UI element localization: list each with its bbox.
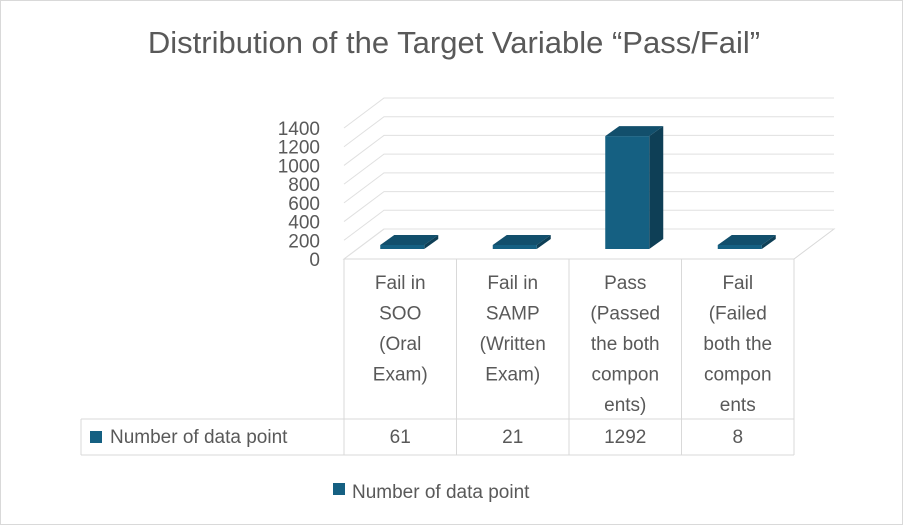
bar: [380, 235, 439, 249]
category-label: SOO: [379, 304, 421, 325]
gridline: [343, 209, 834, 241]
table-value: 21: [502, 427, 523, 448]
y-tick-label: 800: [288, 175, 320, 196]
category-label: (Written: [480, 334, 546, 355]
category-label: Fail in: [375, 273, 426, 294]
bars: [380, 126, 776, 249]
legend: Number of data point: [333, 482, 530, 503]
category-label: SAMP: [486, 304, 540, 325]
bar-front: [492, 245, 537, 249]
bar-side: [649, 126, 664, 249]
category-label: (Passed: [590, 304, 660, 325]
bar-top: [605, 126, 664, 137]
category-label: ents: [720, 395, 756, 416]
category-label: Fail: [722, 273, 753, 294]
table-value: 1292: [604, 427, 646, 448]
gridlines: [343, 97, 834, 260]
y-tick-label: 400: [288, 213, 320, 234]
category-label: Pass: [604, 273, 646, 294]
bar-side: [536, 235, 551, 249]
y-tick-label: 1000: [278, 156, 320, 177]
gridline: [343, 134, 834, 166]
category-label: (Oral: [379, 334, 421, 355]
gridline: [343, 116, 834, 148]
bar: [605, 126, 664, 249]
gridline: [343, 172, 834, 204]
chart-title: Distribution of the Target Variable “Pas…: [148, 25, 760, 60]
bar-front: [717, 245, 762, 249]
bar-front: [380, 245, 425, 249]
gridline: [343, 228, 834, 260]
legend-label: Number of data point: [352, 482, 530, 503]
y-tick-label: 1400: [278, 119, 320, 140]
category-label: ents): [604, 395, 646, 416]
bar-top: [380, 235, 439, 245]
table-value: 61: [390, 427, 411, 448]
bar-top: [492, 235, 551, 245]
gridline: [343, 153, 834, 185]
bar-side: [761, 235, 776, 249]
bar-front: [605, 136, 650, 249]
table-series-name: Number of data point: [110, 427, 288, 448]
table-value: 8: [732, 427, 743, 448]
table-series-swatch: [90, 431, 102, 443]
y-tick-label: 0: [309, 250, 320, 271]
y-tick-label: 200: [288, 231, 320, 252]
bar-top: [717, 235, 776, 245]
gridline: [343, 97, 834, 129]
gridline: [343, 191, 834, 222]
bar: [492, 235, 551, 249]
category-label: Fail in: [487, 273, 538, 294]
category-label: compon: [704, 365, 772, 386]
legend-swatch: [333, 483, 345, 495]
category-label: (Failed: [709, 304, 767, 325]
bar-side: [424, 235, 439, 249]
bar: [717, 235, 776, 249]
category-label: Exam): [485, 365, 540, 386]
y-tick-label: 600: [288, 194, 320, 215]
category-label: the both: [591, 334, 660, 355]
category-label: Exam): [373, 365, 428, 386]
category-label: compon: [591, 365, 659, 386]
y-tick-label: 1200: [278, 138, 320, 159]
category-label: both the: [703, 334, 772, 355]
data-table: Fail in SOO (Oral Exam) 61 Fail in SAMP (Writte…: [80, 259, 795, 456]
